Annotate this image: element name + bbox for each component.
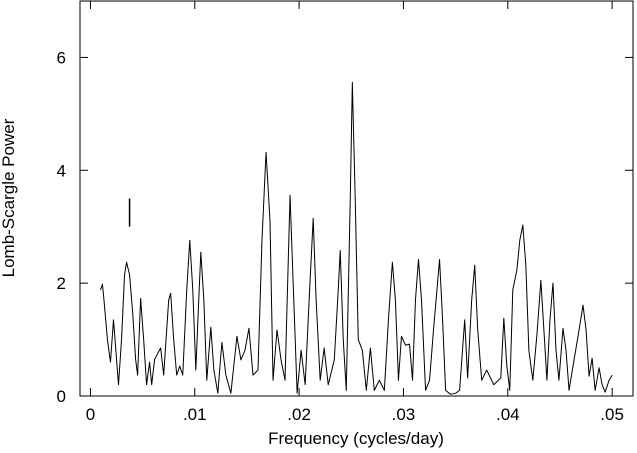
x-axis-label: Frequency (cycles/day) <box>268 429 444 448</box>
y-tick-label: 4 <box>57 161 66 180</box>
x-tick-label: 0 <box>86 405 95 424</box>
x-tick-label: .04 <box>496 405 520 424</box>
y-tick-label: 2 <box>57 274 66 293</box>
y-tick-label: 0 <box>57 387 66 406</box>
x-tick-label: .05 <box>600 405 624 424</box>
x-tick-label: .03 <box>392 405 416 424</box>
plot-frame <box>79 0 634 397</box>
y-tick-label: 6 <box>57 48 66 67</box>
x-tick-label: .02 <box>287 405 311 424</box>
x-tick-label: .01 <box>183 405 207 424</box>
periodogram-line <box>99 81 613 395</box>
y-axis-label: Lomb-Scargle Power <box>0 118 18 277</box>
